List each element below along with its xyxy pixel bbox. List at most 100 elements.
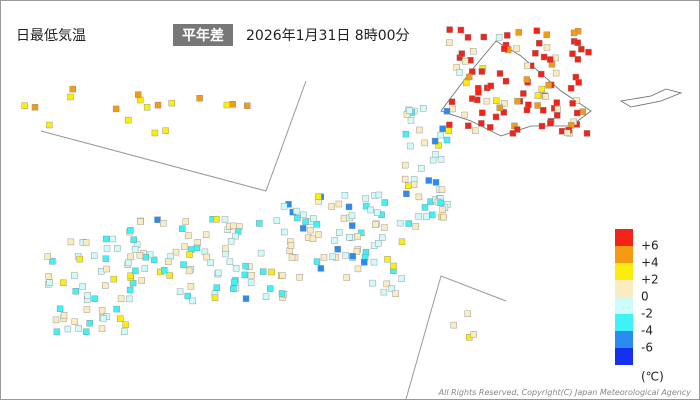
station-marker (160, 219, 167, 227)
inset-border (405, 275, 507, 399)
station-marker (202, 231, 210, 239)
map-title: 日最低気温 (16, 28, 86, 44)
station-marker (446, 121, 453, 129)
station-marker (215, 269, 222, 277)
station-marker (564, 129, 571, 137)
station-marker (126, 286, 134, 294)
station-marker (390, 262, 397, 270)
station-marker (256, 220, 263, 227)
legend-swatch (615, 331, 633, 348)
station-marker (493, 97, 500, 104)
station-marker (120, 328, 128, 335)
station-marker (168, 99, 176, 107)
station-marker (465, 122, 472, 130)
station-marker (296, 274, 303, 281)
station-marker (501, 100, 508, 107)
station-marker (534, 92, 542, 99)
station-marker (179, 225, 186, 232)
station-marker (76, 255, 83, 263)
station-marker (278, 290, 286, 297)
station-marker (384, 256, 391, 263)
station-marker (509, 130, 517, 137)
station-marker (335, 200, 343, 208)
station-marker (472, 127, 479, 134)
station-marker (127, 253, 134, 261)
station-marker (547, 56, 554, 63)
station-marker (349, 252, 356, 260)
station-marker (432, 179, 440, 186)
station-marker (369, 279, 376, 287)
station-marker (432, 151, 439, 158)
station-marker (469, 68, 476, 75)
station-marker (545, 82, 552, 89)
datetime: 2026年1月31日 8時00分 (246, 28, 410, 44)
station-marker (98, 307, 106, 314)
station-marker (315, 193, 322, 201)
station-marker (127, 272, 134, 279)
station-marker (67, 93, 74, 101)
inset-border (40, 80, 307, 192)
station-marker (287, 242, 295, 249)
station-marker (536, 40, 543, 47)
station-marker (185, 232, 192, 239)
legend-swatch (615, 229, 633, 246)
station-marker (182, 218, 189, 225)
station-marker (421, 204, 429, 211)
station-marker (343, 274, 350, 281)
station-marker (313, 221, 321, 228)
station-marker (150, 256, 158, 264)
station-marker (100, 315, 107, 322)
station-marker (354, 265, 362, 273)
station-marker (232, 265, 240, 272)
station-marker (406, 107, 413, 115)
station-marker (69, 85, 77, 93)
station-marker (242, 295, 250, 302)
station-marker (101, 282, 109, 289)
legend-swatch (615, 246, 633, 263)
station-marker (213, 284, 221, 291)
legend-label: -2 (641, 307, 653, 321)
station-marker (136, 251, 144, 259)
legend-label: +4 (641, 256, 659, 270)
station-marker (538, 85, 545, 93)
station-marker (401, 175, 409, 183)
station-marker (374, 209, 381, 216)
station-marker (114, 245, 121, 252)
station-marker (388, 285, 395, 292)
station-marker (186, 251, 193, 258)
station-marker (504, 32, 511, 39)
station-marker (524, 62, 531, 70)
station-marker (354, 232, 361, 240)
station-marker (262, 293, 270, 300)
station-marker (75, 325, 82, 332)
station-marker (349, 222, 356, 229)
station-marker (501, 45, 508, 52)
station-marker (457, 26, 465, 34)
station-marker (538, 70, 545, 78)
station-marker (187, 283, 195, 290)
station-marker (458, 50, 465, 57)
station-marker (405, 220, 412, 227)
legend-label: +2 (641, 273, 659, 287)
station-marker (52, 316, 60, 324)
station-marker (574, 56, 582, 63)
station-marker (242, 262, 249, 270)
station-marker (83, 306, 91, 313)
station-marker (437, 199, 444, 207)
station-marker (575, 79, 582, 86)
station-marker (341, 192, 349, 199)
station-marker (358, 229, 365, 237)
station-marker (466, 73, 473, 81)
station-marker (462, 58, 469, 65)
station-marker (412, 223, 419, 230)
station-marker (534, 102, 541, 109)
station-marker (241, 271, 249, 279)
station-marker (475, 89, 482, 96)
station-marker (402, 161, 409, 169)
station-marker (429, 156, 437, 164)
station-marker (138, 277, 146, 284)
station-marker (515, 29, 522, 36)
station-marker (226, 258, 234, 265)
station-marker (141, 265, 149, 272)
